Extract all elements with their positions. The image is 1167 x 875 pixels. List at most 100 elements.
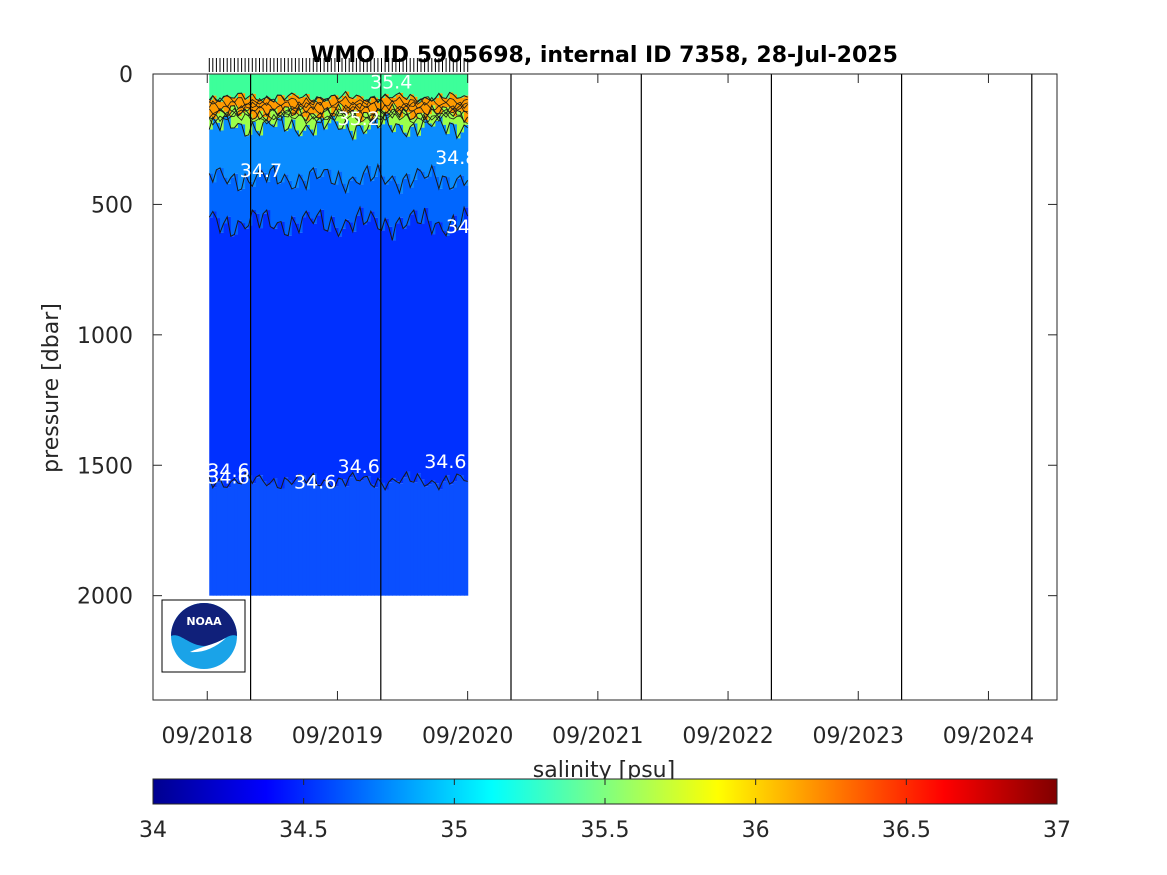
salinity-cell xyxy=(288,180,293,236)
salinity-cell xyxy=(324,169,329,230)
salinity-cell xyxy=(428,74,433,100)
colorbar-tick-label: 37 xyxy=(1043,818,1071,843)
salinity-cell xyxy=(277,222,282,488)
salinity-cell xyxy=(313,113,318,136)
salinity-cell xyxy=(388,180,393,227)
salinity-cell xyxy=(446,98,451,108)
y-tick-label: 500 xyxy=(91,193,133,218)
salinity-cell xyxy=(392,132,397,176)
salinity-cell xyxy=(209,477,214,596)
salinity-cell xyxy=(377,478,383,596)
salinity-cell xyxy=(438,489,444,596)
salinity-cell xyxy=(352,110,357,140)
salinity-cell xyxy=(460,74,465,98)
salinity-cell xyxy=(374,97,379,115)
salinity-cell xyxy=(385,489,390,596)
salinity-cell xyxy=(410,94,415,120)
salinity-cell xyxy=(349,74,354,98)
contour-label: 34.8 xyxy=(435,147,477,169)
salinity-cell xyxy=(352,74,357,99)
salinity-cell xyxy=(324,229,329,480)
salinity-cell xyxy=(431,126,436,166)
salinity-cell xyxy=(431,165,436,235)
salinity-cell xyxy=(377,108,383,128)
salinity-cell xyxy=(381,482,386,596)
salinity-cell xyxy=(327,231,332,483)
salinity-cell xyxy=(245,74,250,100)
salinity-cell xyxy=(435,74,440,99)
x-axis: 09/2018 09/2019 09/2020 09/2021 09/2022 09/20… xyxy=(162,74,1034,749)
salinity-cell xyxy=(281,488,286,596)
salinity-cell xyxy=(381,124,386,177)
contour-line xyxy=(208,470,468,492)
salinity-cell xyxy=(234,127,239,174)
contour-line xyxy=(208,92,468,108)
salinity-cell xyxy=(367,101,372,113)
salinity-cell xyxy=(403,178,408,229)
salinity-cell xyxy=(442,74,447,98)
salinity-cell xyxy=(417,168,422,223)
salinity-cell xyxy=(359,74,365,97)
salinity-cell xyxy=(252,121,257,187)
contour-line xyxy=(209,96,468,111)
salinity-cell xyxy=(446,475,451,596)
salinity-cell xyxy=(230,177,235,237)
salinity-cell xyxy=(266,181,271,211)
salinity-cell xyxy=(349,112,354,131)
salinity-cell xyxy=(327,482,332,596)
salinity-cell xyxy=(406,99,411,113)
salinity-cell xyxy=(334,121,340,185)
salinity-cell xyxy=(309,172,314,219)
salinity-cell xyxy=(449,74,454,93)
contour-label: 34.6 xyxy=(446,216,488,238)
chart-title: WMO ID 5905698, internal ID 7358, 28-Jul… xyxy=(310,43,898,68)
salinity-cell xyxy=(298,136,304,175)
salinity-cell xyxy=(245,174,250,229)
salinity-cell xyxy=(309,129,314,173)
salinity-cell xyxy=(227,95,232,116)
salinity-cell xyxy=(209,99,214,118)
salinity-cell xyxy=(367,74,372,102)
salinity-cell xyxy=(302,74,307,98)
salinity-cell xyxy=(270,124,275,170)
salinity-cell xyxy=(413,482,419,596)
salinity-cell xyxy=(410,126,415,188)
salinity-cell xyxy=(413,74,419,97)
contour-line xyxy=(208,100,468,116)
salinity-cell xyxy=(313,473,318,596)
salinity-cell xyxy=(460,111,465,133)
salinity-cell xyxy=(381,98,386,111)
salinity-cell xyxy=(435,223,440,484)
salinity-cell xyxy=(313,74,318,103)
salinity-cell xyxy=(298,174,304,233)
salinity-cell xyxy=(230,74,235,98)
salinity-cell xyxy=(359,207,365,481)
salinity-cell xyxy=(449,92,454,114)
salinity-cell xyxy=(277,74,282,96)
salinity-cell xyxy=(320,98,325,119)
salinity-cell xyxy=(417,135,422,169)
salinity-cell xyxy=(424,486,429,596)
colorbar-tick-label: 35.5 xyxy=(581,818,630,843)
contour-line xyxy=(208,162,469,195)
salinity-cell xyxy=(216,218,221,483)
salinity-cell xyxy=(352,231,357,473)
salinity-cell xyxy=(237,220,243,484)
salinity-cell xyxy=(291,216,296,485)
salinity-cell xyxy=(212,119,218,183)
salinity-cell xyxy=(227,183,232,217)
salinity-cell xyxy=(220,130,225,169)
year-boundaries xyxy=(250,74,1033,700)
salinity-cell xyxy=(324,129,329,170)
salinity-cell xyxy=(438,188,444,223)
salinity-cell xyxy=(374,74,379,98)
salinity-cell xyxy=(306,120,311,125)
salinity-cell xyxy=(295,130,300,188)
salinity-cell xyxy=(453,74,458,95)
salinity-cell xyxy=(352,472,357,596)
salinity-cell xyxy=(345,219,350,487)
salinity-cell xyxy=(363,224,368,478)
y-axis: 0 500 1000 1500 2000 xyxy=(77,63,1057,610)
salinity-cell xyxy=(291,119,296,189)
salinity-cell xyxy=(338,236,343,479)
